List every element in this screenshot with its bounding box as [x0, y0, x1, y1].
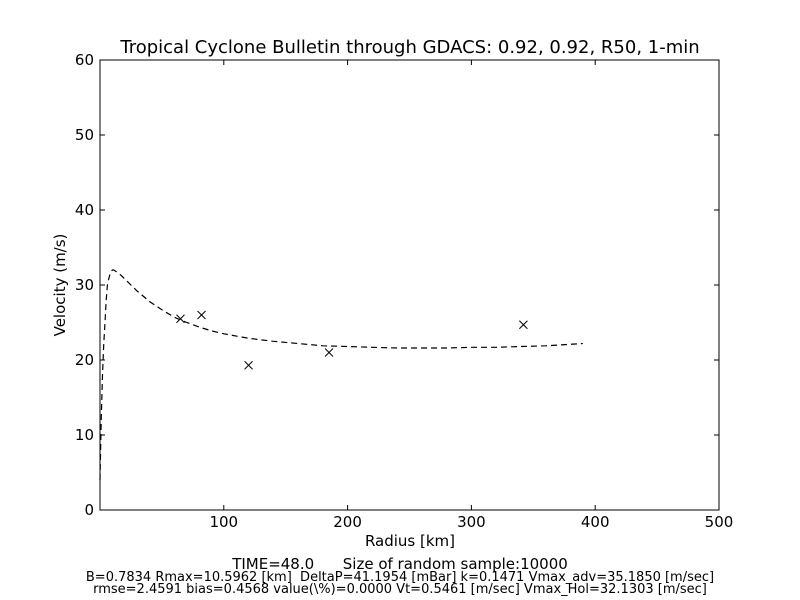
y-tick-label: 30 [75, 276, 94, 294]
y-tick-label: 40 [75, 201, 94, 219]
y-tick-label: 10 [75, 426, 94, 444]
caption-statistics: rmse=2.4591 bias=0.4568 value(\%)=0.0000… [93, 582, 707, 597]
y-tick-label: 20 [75, 351, 94, 369]
y-tick-label: 50 [75, 126, 94, 144]
observation-point [324, 348, 334, 357]
x-tick-label: 100 [209, 513, 238, 531]
axis-ticks: 100 200 300 400 500 0 10 20 30 40 50 60 [75, 51, 733, 531]
plot-frame [99, 59, 720, 511]
y-tick-label: 0 [84, 501, 94, 519]
x-tick-label: 300 [457, 513, 486, 531]
chart-title: Tropical Cyclone Bulletin through GDACS:… [119, 37, 699, 58]
x-tick-label: 200 [333, 513, 362, 531]
model-profile-line [99, 269, 583, 481]
caption-parameters: B=0.7834 Rmax=10.5962 [km] DeltaP=41.195… [85, 570, 715, 585]
y-tick-label: 60 [75, 51, 94, 69]
y-axis-label: Velocity (m/s) [51, 234, 69, 337]
x-axis-label: Radius [km] [365, 532, 455, 550]
caption-time-sample: TIME=48.0 Size of random sample:10000 [232, 555, 568, 573]
observation-point [197, 310, 206, 320]
observation-point [519, 320, 528, 330]
observation-point [176, 314, 185, 324]
x-tick-label: 400 [581, 513, 610, 531]
observation-point [244, 360, 253, 370]
data-series [99, 269, 583, 481]
x-tick-label: 500 [705, 513, 734, 531]
